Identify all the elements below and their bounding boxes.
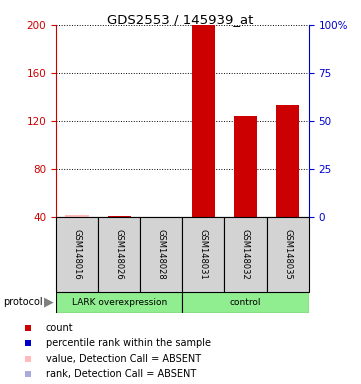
Text: GSM148026: GSM148026 — [115, 229, 123, 280]
Bar — [56, 217, 98, 292]
Text: GDS2553 / 145939_at: GDS2553 / 145939_at — [107, 13, 254, 26]
Text: GSM148032: GSM148032 — [241, 229, 250, 280]
Bar — [276, 105, 299, 217]
Text: GSM148031: GSM148031 — [199, 229, 208, 280]
Bar — [56, 292, 182, 313]
Text: LARK overexpression: LARK overexpression — [71, 298, 167, 307]
Text: GSM148035: GSM148035 — [283, 229, 292, 280]
Text: protocol: protocol — [4, 297, 43, 308]
Text: rank, Detection Call = ABSENT: rank, Detection Call = ABSENT — [45, 369, 196, 379]
Text: count: count — [45, 323, 73, 333]
Text: GSM148028: GSM148028 — [157, 229, 166, 280]
Text: ▶: ▶ — [44, 296, 53, 309]
Bar — [98, 217, 140, 292]
Text: percentile rank within the sample: percentile rank within the sample — [45, 338, 210, 348]
Bar — [182, 217, 225, 292]
Text: control: control — [230, 298, 261, 307]
Bar — [192, 25, 215, 217]
Bar — [266, 217, 309, 292]
Bar — [65, 215, 88, 217]
Bar — [140, 217, 182, 292]
Bar — [182, 292, 309, 313]
Bar — [234, 116, 257, 217]
Bar — [108, 216, 131, 217]
Text: value, Detection Call = ABSENT: value, Detection Call = ABSENT — [45, 354, 201, 364]
Bar — [225, 217, 266, 292]
Text: GSM148016: GSM148016 — [73, 229, 82, 280]
